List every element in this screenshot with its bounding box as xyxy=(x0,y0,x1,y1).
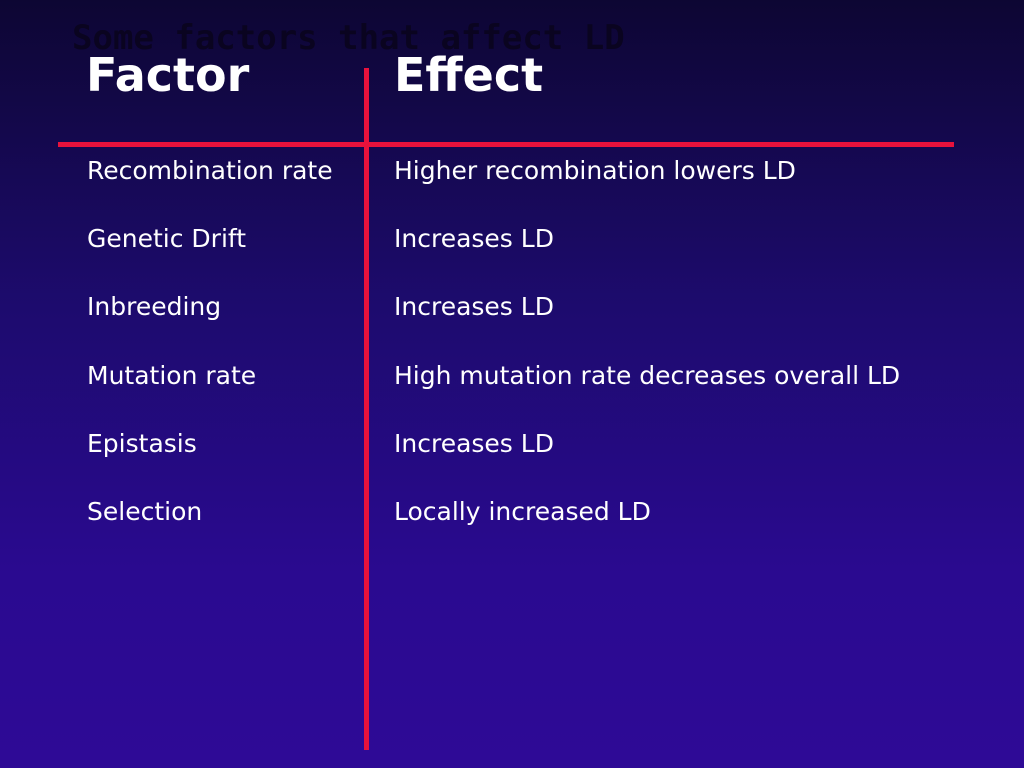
factor-cell: Genetic Drift xyxy=(87,224,247,253)
factor-cell: Epistasis xyxy=(87,429,197,458)
table-row: Recombination rate Higher recombination … xyxy=(0,154,1024,194)
factor-cell: Mutation rate xyxy=(87,361,257,390)
effect-cell: Increases LD xyxy=(394,292,554,321)
header-divider-horizontal xyxy=(58,142,954,147)
effect-column-header: Effect xyxy=(394,48,544,102)
factor-cell: Selection xyxy=(87,497,203,526)
table-row: Epistasis Increases LD xyxy=(0,427,1024,467)
table-row: Genetic Drift Increases LD xyxy=(0,222,1024,262)
table-row: Mutation rate High mutation rate decreas… xyxy=(0,359,1024,399)
slide-title: Some factors that affect LD xyxy=(72,18,625,58)
effect-cell: Increases LD xyxy=(394,429,554,458)
factor-column-header: Factor xyxy=(86,48,250,102)
effect-cell: Increases LD xyxy=(394,224,554,253)
factor-cell: Inbreeding xyxy=(87,292,222,321)
column-divider-vertical xyxy=(364,68,369,750)
factor-cell: Recombination rate xyxy=(87,156,333,185)
table-row: Inbreeding Increases LD xyxy=(0,290,1024,330)
effect-cell: Locally increased LD xyxy=(394,497,651,526)
table-row: Selection Locally increased LD xyxy=(0,495,1024,535)
effect-cell: High mutation rate decreases overall LD xyxy=(394,361,901,390)
effect-cell: Higher recombination lowers LD xyxy=(394,156,796,185)
